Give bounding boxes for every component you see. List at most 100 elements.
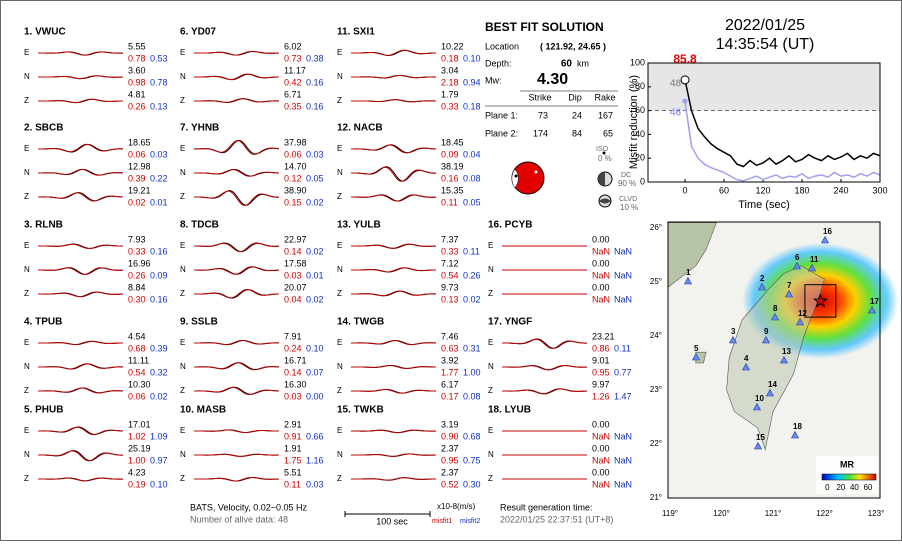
scale: 100 sec bbox=[376, 516, 408, 526]
amplitude: 7.91 bbox=[284, 331, 302, 341]
plane-value: 24 bbox=[572, 110, 582, 120]
result-time: 2022/01/25 22:37:51 (UT+8) bbox=[500, 514, 613, 524]
component: Z bbox=[337, 96, 342, 105]
dc: 90 % bbox=[618, 179, 636, 188]
synthetic-trace bbox=[350, 429, 437, 434]
component: N bbox=[24, 450, 30, 459]
component: N bbox=[488, 362, 494, 371]
component: N bbox=[180, 362, 186, 371]
misfit1: 0.78 bbox=[128, 53, 146, 63]
station-label: 12 bbox=[798, 309, 807, 318]
station-marker bbox=[728, 335, 738, 344]
amplitude: 12.98 bbox=[128, 161, 151, 171]
amplitude: 20.07 bbox=[284, 282, 307, 292]
amplitude: 17.01 bbox=[128, 419, 151, 429]
component: E bbox=[24, 144, 29, 153]
component: N bbox=[337, 168, 343, 177]
misfit1: NaN bbox=[592, 431, 610, 441]
amplitude: 4.23 bbox=[128, 467, 146, 477]
x-tick-label: 120 bbox=[756, 185, 771, 195]
component: N bbox=[488, 265, 494, 274]
misfit1: 0.14 bbox=[284, 367, 302, 377]
component: E bbox=[180, 48, 185, 57]
misfit1: 0.63 bbox=[441, 343, 459, 353]
component: E bbox=[24, 338, 29, 347]
misfit1: 0.19 bbox=[128, 479, 146, 489]
misfit2: 0.77 bbox=[614, 367, 632, 377]
station-title: 3. RLNB bbox=[24, 220, 63, 231]
misfit1: 0.11 bbox=[284, 479, 301, 489]
synthetic-trace bbox=[351, 144, 437, 154]
misfit2: 0.04 bbox=[463, 149, 481, 159]
location-label: Location bbox=[485, 41, 519, 51]
amplitude: 6.71 bbox=[284, 89, 302, 99]
station-label: 11 bbox=[810, 255, 819, 264]
best-point bbox=[680, 75, 690, 85]
amplitude: 7.37 bbox=[441, 234, 459, 244]
misfit1: NaN bbox=[592, 479, 610, 489]
amplitude: 1.79 bbox=[441, 89, 459, 99]
misfit1: 1.77 bbox=[441, 367, 459, 377]
misfit2: 0.26 bbox=[463, 270, 481, 280]
misfit1: 0.04 bbox=[284, 294, 302, 304]
component: Z bbox=[488, 474, 493, 483]
annotation-count: 48 bbox=[670, 79, 682, 90]
units: x10-8(m/s) bbox=[437, 502, 476, 511]
iso: 0 % bbox=[598, 154, 612, 163]
misfit1: 0.90 bbox=[441, 431, 459, 441]
station-marker bbox=[683, 276, 693, 285]
lon-label: 123° bbox=[868, 509, 885, 518]
lat-label: 23° bbox=[650, 385, 662, 394]
station-marker bbox=[779, 355, 789, 364]
amplitude: 6.17 bbox=[441, 379, 459, 389]
misfit1: 0.03 bbox=[284, 391, 302, 401]
lat-label: 25° bbox=[650, 277, 662, 286]
y-tick-label: 0 bbox=[640, 176, 645, 186]
depth-unit: km bbox=[577, 58, 589, 68]
synthetic-trace bbox=[350, 364, 437, 369]
component: N bbox=[180, 168, 186, 177]
component: N bbox=[24, 362, 30, 371]
station-marker bbox=[867, 305, 877, 314]
synthetic-trace bbox=[37, 477, 124, 482]
synthetic-trace bbox=[351, 74, 437, 79]
lon-label: 122° bbox=[816, 509, 833, 518]
misfit1-key: misfit1 bbox=[432, 518, 452, 525]
col-header: Dip bbox=[568, 92, 582, 102]
clvd: 10 % bbox=[620, 203, 638, 212]
misfit2: 0.38 bbox=[306, 53, 324, 63]
station-title: 2. SBCB bbox=[24, 123, 63, 134]
station-title: 5. PHUB bbox=[24, 405, 63, 416]
amplitude: 16.30 bbox=[284, 379, 307, 389]
component: E bbox=[180, 426, 185, 435]
lon-label: 121° bbox=[765, 509, 782, 518]
depth-label: Depth: bbox=[485, 58, 512, 68]
amplitude: 15.35 bbox=[441, 185, 464, 195]
synthetic-trace bbox=[351, 389, 436, 394]
result-label: Result generation time: bbox=[500, 502, 593, 512]
source: BATS, Velocity, 0.02~0.05 Hz bbox=[190, 502, 307, 512]
misfit2: 0.16 bbox=[306, 101, 324, 111]
station-title: 1. VWUC bbox=[24, 27, 66, 38]
misfit1: 0.18 bbox=[441, 53, 459, 63]
map-frame bbox=[667, 221, 881, 499]
component: E bbox=[488, 426, 493, 435]
misfit1: 0.06 bbox=[284, 149, 302, 159]
plane-value: 65 bbox=[603, 128, 613, 138]
y-tick-label: 60 bbox=[635, 105, 645, 115]
x-tick-label: 300 bbox=[872, 185, 887, 195]
component: Z bbox=[488, 386, 493, 395]
amplitude: 2.37 bbox=[441, 443, 459, 453]
location: ( 121.92, 24.65 ) bbox=[540, 41, 606, 51]
amplitude: 5.55 bbox=[128, 41, 146, 51]
synthetic-trace bbox=[37, 291, 124, 298]
synthetic-trace bbox=[194, 190, 279, 206]
station-label: 14 bbox=[768, 380, 777, 389]
plane-value: 167 bbox=[598, 110, 613, 120]
amplitude: 17.58 bbox=[284, 258, 307, 268]
high-zone bbox=[648, 63, 880, 111]
best-point-2 bbox=[682, 98, 688, 104]
misfit1: 0.54 bbox=[128, 367, 146, 377]
synthetic-trace bbox=[194, 73, 280, 80]
